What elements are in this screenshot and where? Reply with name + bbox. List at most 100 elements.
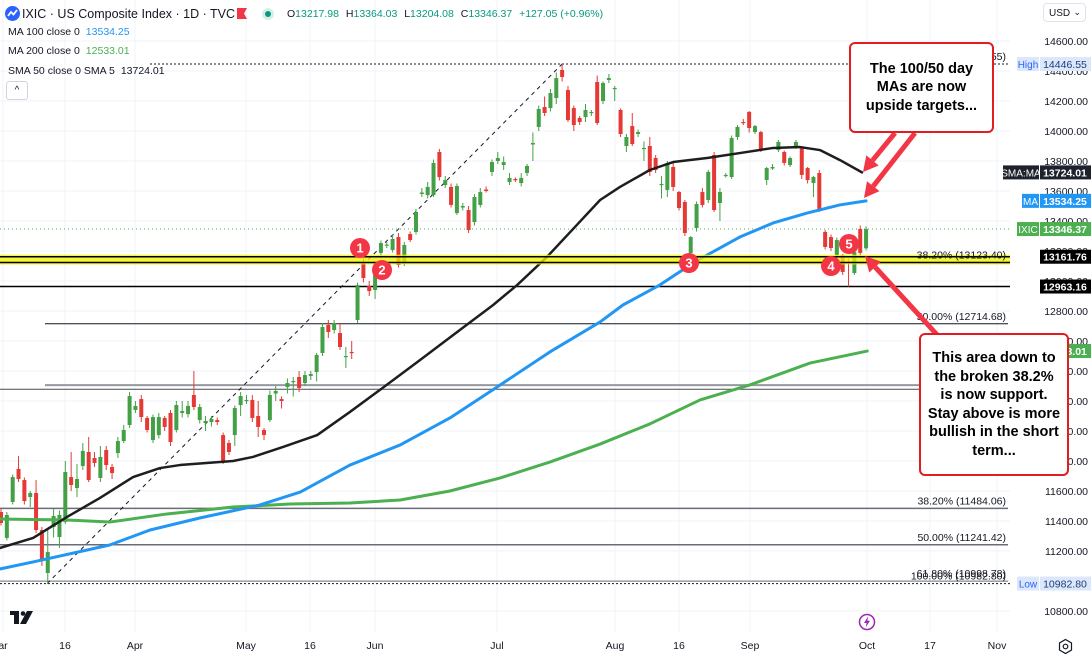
time-axis[interactable]: ar 16 Apr May 16 Jun Jul Aug 16 Sep Oct 17 Nov — [0, 640, 1007, 652]
candle-body — [612, 87, 617, 90]
support-zone[interactable] — [0, 254, 1010, 265]
candle-body — [256, 416, 261, 427]
fib-38-2-lower-line-label: 38.20% (11484.06) — [917, 495, 1006, 507]
candle-body — [466, 210, 471, 230]
lightning-icon[interactable] — [858, 613, 876, 631]
candle-body — [583, 110, 588, 118]
time-tick-label: Oct — [859, 640, 875, 652]
candle — [45, 530, 50, 584]
candle — [565, 86, 570, 122]
candle — [501, 156, 506, 170]
flag-icon[interactable] — [237, 8, 247, 19]
candle-body — [57, 515, 62, 538]
low-tag: Low 10982.80 — [1017, 576, 1091, 591]
candle — [764, 167, 769, 185]
ixic-price-tag-label-bg — [1017, 222, 1039, 237]
arrow-shaft — [873, 265, 942, 340]
candle-body — [390, 239, 395, 250]
price-axis[interactable]: 14600.0014400.0014200.0014000.0013800.00… — [1001, 28, 1091, 632]
candle-body — [735, 126, 740, 137]
candle-body — [98, 456, 103, 478]
marker-4[interactable]: 4 — [821, 256, 841, 276]
candle — [408, 231, 413, 242]
candle — [530, 132, 535, 161]
candle — [22, 477, 27, 505]
settings-icon[interactable] — [1057, 638, 1074, 655]
currency-select[interactable]: USD ⌄ — [1043, 3, 1086, 22]
chevron-up-icon: ^ — [14, 85, 20, 96]
fib-trendline[interactable] — [46, 63, 563, 584]
ma100-line[interactable] — [0, 199, 868, 571]
time-tick-label: 16 — [59, 640, 71, 652]
open-key: O — [287, 8, 296, 20]
candle-body — [513, 179, 518, 181]
high-key: H — [345, 8, 354, 20]
candle-body — [378, 243, 383, 253]
callout-ma-targets[interactable]: The 100/50 day MAs are now upside target… — [849, 42, 994, 133]
candle-body — [396, 237, 401, 265]
callout-support-area[interactable]: This area down to the broken 38.2% is no… — [919, 333, 1069, 476]
arrow-to-support[interactable] — [865, 256, 942, 340]
candle — [355, 282, 360, 323]
candle-body — [139, 399, 144, 418]
candle — [127, 392, 132, 428]
marker-3[interactable]: 3 — [679, 253, 699, 273]
marker-2[interactable]: 2 — [372, 260, 392, 280]
candle-body — [110, 467, 115, 473]
arrow-to-sma50[interactable] — [863, 131, 897, 172]
legend-sma50[interactable]: SMA 50 close 0 SMA 5 13724.01 — [8, 64, 165, 78]
candle — [174, 401, 179, 433]
legend-ma100[interactable]: MA 100 close 0 13534.25 — [8, 25, 130, 39]
low-tag-value: 10982.80 — [1043, 579, 1087, 591]
candle-body — [478, 192, 483, 205]
fib-50-lower-line-label: 50.00% (11241.42) — [917, 532, 1006, 544]
tradingview-logo-icon[interactable] — [10, 611, 34, 624]
sma50-line[interactable] — [0, 145, 864, 550]
ma200-line[interactable] — [0, 349, 869, 524]
candle-body — [326, 324, 331, 332]
candle-body — [244, 399, 249, 402]
candle-body — [525, 165, 530, 173]
candle-body — [267, 395, 272, 421]
candle — [162, 416, 167, 431]
candle — [735, 125, 740, 140]
candle-body — [793, 141, 798, 148]
legend-ma200[interactable]: MA 200 close 0 12533.01 — [8, 44, 130, 58]
candle-body — [636, 132, 641, 134]
candle — [834, 237, 839, 257]
level-12963-tag-value: 12963.16 — [1043, 282, 1087, 294]
candle — [554, 72, 559, 104]
candle-body — [332, 323, 337, 331]
candle — [279, 396, 284, 409]
candle — [297, 371, 302, 392]
arrow-to-ma100[interactable] — [864, 131, 917, 198]
collapse-legend-button[interactable]: ^ — [6, 81, 28, 100]
candle — [653, 155, 658, 173]
candle-body — [145, 417, 150, 430]
candle-body — [226, 443, 231, 452]
candle-body — [367, 285, 372, 292]
market-open-status-icon — [262, 8, 274, 20]
fib-38-2-upper-line-label: 38.20% (13123.40) — [917, 249, 1006, 261]
candle-body — [753, 126, 758, 133]
candle — [595, 75, 600, 125]
candle — [770, 164, 775, 170]
candle — [694, 201, 699, 232]
candle-body — [0, 512, 3, 523]
symbol-logo-icon[interactable] — [5, 6, 20, 21]
candle-body — [671, 167, 676, 187]
symbol-title[interactable]: IXIC · US Composite Index · 1D · TVC — [22, 7, 236, 21]
candle-body — [402, 245, 407, 263]
marker-1[interactable]: 1 — [350, 238, 370, 258]
candle-body — [279, 399, 284, 401]
ma100-tag-value: 13534.25 — [1043, 196, 1087, 208]
marker-5[interactable]: 5 — [839, 234, 859, 254]
candle — [180, 401, 185, 418]
level-13161-tag: 13161.76 — [1040, 249, 1091, 264]
candle-body — [828, 237, 833, 248]
candle-body — [454, 186, 459, 214]
candle-body — [180, 411, 185, 413]
level-12963-tag-value-bg — [1040, 279, 1091, 294]
candle-body — [349, 351, 354, 354]
